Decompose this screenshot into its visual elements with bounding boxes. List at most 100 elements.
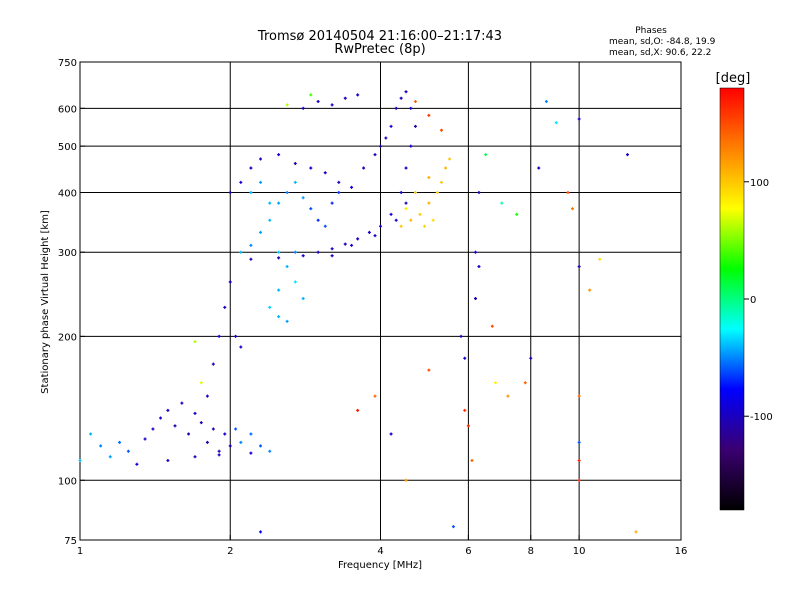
data-point	[404, 166, 408, 170]
data-point	[323, 224, 327, 228]
data-point	[285, 319, 289, 323]
data-point	[389, 124, 393, 128]
data-point	[466, 424, 470, 428]
data-point	[316, 218, 320, 222]
phase-stats-heading: Phases	[635, 26, 667, 36]
x-tick-label: 4	[377, 546, 383, 557]
data-point	[356, 93, 360, 97]
data-point	[173, 424, 177, 428]
data-point	[394, 106, 398, 110]
data-point	[413, 190, 417, 194]
data-point	[259, 157, 263, 161]
data-point	[268, 305, 272, 309]
data-point	[249, 432, 253, 436]
data-point	[515, 212, 519, 216]
data-point	[427, 113, 431, 117]
data-point	[625, 153, 629, 157]
data-point	[99, 444, 103, 448]
data-point	[350, 243, 354, 247]
y-tick-label: 200	[58, 332, 77, 343]
data-point	[577, 458, 581, 462]
data-point	[473, 250, 477, 254]
data-point	[316, 250, 320, 254]
data-point	[166, 458, 170, 462]
data-point	[249, 257, 253, 261]
data-point	[249, 190, 253, 194]
data-point	[211, 362, 215, 366]
data-point	[588, 288, 592, 292]
y-axis-label: Stationary phase Virtual Height [km]	[40, 210, 51, 394]
data-point	[301, 254, 305, 258]
data-point	[577, 440, 581, 444]
data-point	[343, 96, 347, 100]
data-point	[249, 243, 253, 247]
data-point	[143, 437, 147, 441]
colorbar-tick-label: 100	[750, 178, 769, 189]
x-tick-label: 1	[77, 546, 83, 557]
data-point	[389, 212, 393, 216]
data-point	[409, 144, 413, 148]
data-point	[490, 324, 494, 328]
data-point	[337, 180, 341, 184]
data-point	[277, 256, 281, 260]
x-tick-label: 16	[675, 546, 688, 557]
data-point	[566, 190, 570, 194]
colorbar	[719, 87, 745, 511]
data-point	[330, 201, 334, 205]
data-point	[422, 224, 426, 228]
data-point	[268, 449, 272, 453]
data-point	[356, 408, 360, 412]
data-point	[159, 416, 163, 420]
data-point	[448, 157, 452, 161]
x-axis-label: Frequency [MHz]	[338, 560, 422, 571]
data-point	[293, 280, 297, 284]
data-point	[135, 462, 139, 466]
data-point	[309, 93, 313, 97]
data-point	[350, 185, 354, 189]
data-point	[571, 207, 575, 211]
data-point	[228, 444, 232, 448]
data-point	[239, 250, 243, 254]
data-point	[239, 180, 243, 184]
data-point	[223, 432, 227, 436]
data-point	[473, 297, 477, 301]
data-point	[277, 288, 281, 292]
data-point	[399, 190, 403, 194]
colorbar-tick-label: -100	[750, 412, 773, 423]
data-point	[577, 394, 581, 398]
data-point	[193, 455, 197, 459]
data-point	[451, 525, 455, 529]
chart-subtitle: RwPretec (8p)	[334, 42, 425, 57]
data-point	[404, 478, 408, 482]
data-point	[440, 180, 443, 184]
data-point	[598, 257, 602, 261]
data-point	[301, 106, 305, 110]
data-point	[356, 237, 360, 241]
y-tick-label: 600	[58, 104, 77, 115]
data-point	[217, 334, 221, 338]
colorbar-tick-label: 0	[750, 295, 756, 306]
y-tick-label: 100	[58, 476, 77, 487]
x-tick-labels: 1 2 4 6 8 10 16	[77, 535, 688, 557]
data-point	[459, 334, 463, 338]
data-point	[373, 394, 377, 398]
phase-stats-x: mean, sd,X: 90.6, 22.2	[609, 48, 711, 58]
y-tick-label: 400	[58, 188, 77, 199]
x-tick-label: 6	[465, 546, 471, 557]
data-point	[330, 247, 334, 251]
data-point	[316, 100, 320, 104]
data-point	[404, 201, 408, 205]
y-tick-label: 500	[58, 142, 77, 153]
data-point	[379, 224, 382, 228]
data-point	[373, 234, 377, 238]
data-point	[484, 153, 488, 157]
data-point	[187, 432, 191, 436]
x-tick-label: 10	[573, 546, 586, 557]
data-point	[440, 128, 443, 132]
data-point	[234, 427, 238, 431]
data-point	[343, 242, 347, 246]
data-point	[362, 166, 366, 170]
phase-stats-o: mean, sd,O: -84.8, 19.9	[609, 37, 716, 47]
data-point	[577, 478, 581, 482]
